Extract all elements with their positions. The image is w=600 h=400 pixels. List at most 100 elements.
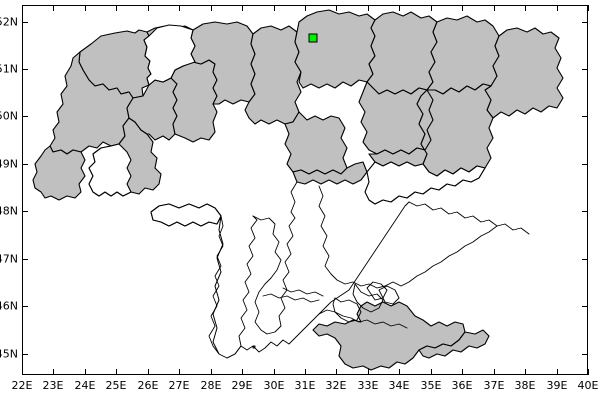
y-axis-tick-label: 46N (0, 299, 18, 313)
x-tick-top (588, 5, 589, 11)
oblast-khmelnytskyi (170, 59, 218, 143)
x-tick-top (211, 5, 212, 11)
x-axis-tick-label: 39E (546, 379, 568, 392)
x-tick-bottom (525, 369, 526, 375)
x-tick-top (242, 5, 243, 11)
azov-north-shore (384, 225, 498, 287)
y-tick-left (22, 69, 28, 70)
ukraine-map-svg (32, 9, 564, 371)
y-axis-tick-label: 51N (0, 62, 18, 76)
crimea-kerch-peninsula (418, 329, 490, 359)
oblast-lviv (49, 51, 134, 155)
x-tick-bottom (494, 369, 495, 375)
x-tick-bottom (588, 369, 589, 375)
oblast-luhansk (484, 27, 564, 119)
y-tick-left (22, 22, 28, 23)
y-axis-tick-label: 48N (0, 204, 18, 218)
x-axis-tick-label: 27E (168, 379, 190, 392)
y-tick-right (582, 259, 588, 260)
x-axis-tick-label: 25E (105, 379, 127, 392)
x-tick-top (53, 5, 54, 11)
x-tick-bottom (53, 369, 54, 375)
y-tick-right (582, 164, 588, 165)
x-tick-top (431, 5, 432, 11)
y-axis-tick-label: 45N (0, 347, 18, 361)
odesa-dniester-liman (252, 211, 296, 335)
x-tick-bottom (179, 369, 180, 375)
x-axis-tick-label: 36E (451, 379, 473, 392)
y-tick-right (582, 306, 588, 307)
x-tick-bottom (336, 369, 337, 375)
oblast-kharkiv (426, 15, 500, 95)
crimea-north-coast-inner (318, 309, 408, 329)
y-tick-right (582, 69, 588, 70)
oblast-kirovohrad (292, 161, 368, 185)
y-tick-left (22, 354, 28, 355)
x-tick-bottom (557, 369, 558, 375)
site-marker[interactable] (308, 33, 318, 43)
x-axis-tick-label: 33E (357, 379, 379, 392)
x-tick-top (274, 5, 275, 11)
x-tick-top (22, 5, 23, 11)
map-plot-area[interactable] (22, 5, 588, 375)
sivash-lagoon-detail (352, 283, 384, 313)
y-axis-tick-label: 50N (0, 109, 18, 123)
x-tick-top (494, 5, 495, 11)
x-tick-bottom (368, 369, 369, 375)
y-tick-right (582, 116, 588, 117)
x-tick-bottom (85, 369, 86, 375)
sivash-detail-2 (366, 281, 388, 301)
y-tick-left (22, 164, 28, 165)
y-tick-right (582, 211, 588, 212)
y-tick-right (582, 22, 588, 23)
x-tick-top (116, 5, 117, 11)
dnipro-estuary (282, 287, 324, 297)
x-axis-tick-label: 22E (11, 379, 33, 392)
sivash-detail-3 (378, 285, 400, 305)
x-tick-top (305, 5, 306, 11)
kinburn-spit (262, 293, 320, 303)
x-axis-tick-label: 35E (420, 379, 442, 392)
x-tick-top (525, 5, 526, 11)
x-axis-tick-label: 24E (74, 379, 96, 392)
oblast-shapes (32, 9, 564, 371)
x-axis-tick-label: 26E (137, 379, 159, 392)
x-axis-tick-label: 31E (294, 379, 316, 392)
ukraine-south-border (212, 215, 224, 355)
x-axis-tick-label: 32E (325, 379, 347, 392)
x-tick-top (462, 5, 463, 11)
x-tick-bottom (148, 369, 149, 375)
x-axis-tick-label: 34E (388, 379, 410, 392)
x-tick-top (85, 5, 86, 11)
x-tick-bottom (242, 369, 243, 375)
perekop-isthmus (332, 297, 362, 323)
y-tick-left (22, 259, 28, 260)
x-tick-bottom (211, 369, 212, 375)
x-axis-tick-label: 38E (514, 379, 536, 392)
y-tick-left (22, 116, 28, 117)
white-oblast-vinnytsia (150, 203, 222, 227)
dnipro-river-south (318, 185, 386, 289)
x-tick-bottom (274, 369, 275, 375)
oblast-zakarpattia (32, 145, 86, 201)
mykolaiv-boundary (290, 181, 298, 213)
x-axis-tick-label: 40E (577, 379, 599, 392)
white-oblast-nw (143, 24, 196, 86)
y-tick-left (22, 211, 28, 212)
x-tick-bottom (22, 369, 23, 375)
sea-of-azov-coast (408, 201, 530, 235)
y-axis-tick-label: 49N (0, 157, 18, 171)
x-tick-top (557, 5, 558, 11)
national-outline-south (212, 215, 224, 355)
x-axis-tick-label: 30E (263, 379, 285, 392)
x-axis-tick-label: 29E (231, 379, 253, 392)
x-axis-tick-label: 23E (42, 379, 64, 392)
x-tick-top (399, 5, 400, 11)
oblast-sumy (366, 11, 438, 95)
x-tick-bottom (305, 369, 306, 375)
y-tick-right (582, 354, 588, 355)
x-tick-top (368, 5, 369, 11)
kherson-east-boundary (368, 167, 486, 205)
x-tick-bottom (399, 369, 400, 375)
y-axis-tick-label: 47N (0, 252, 18, 266)
